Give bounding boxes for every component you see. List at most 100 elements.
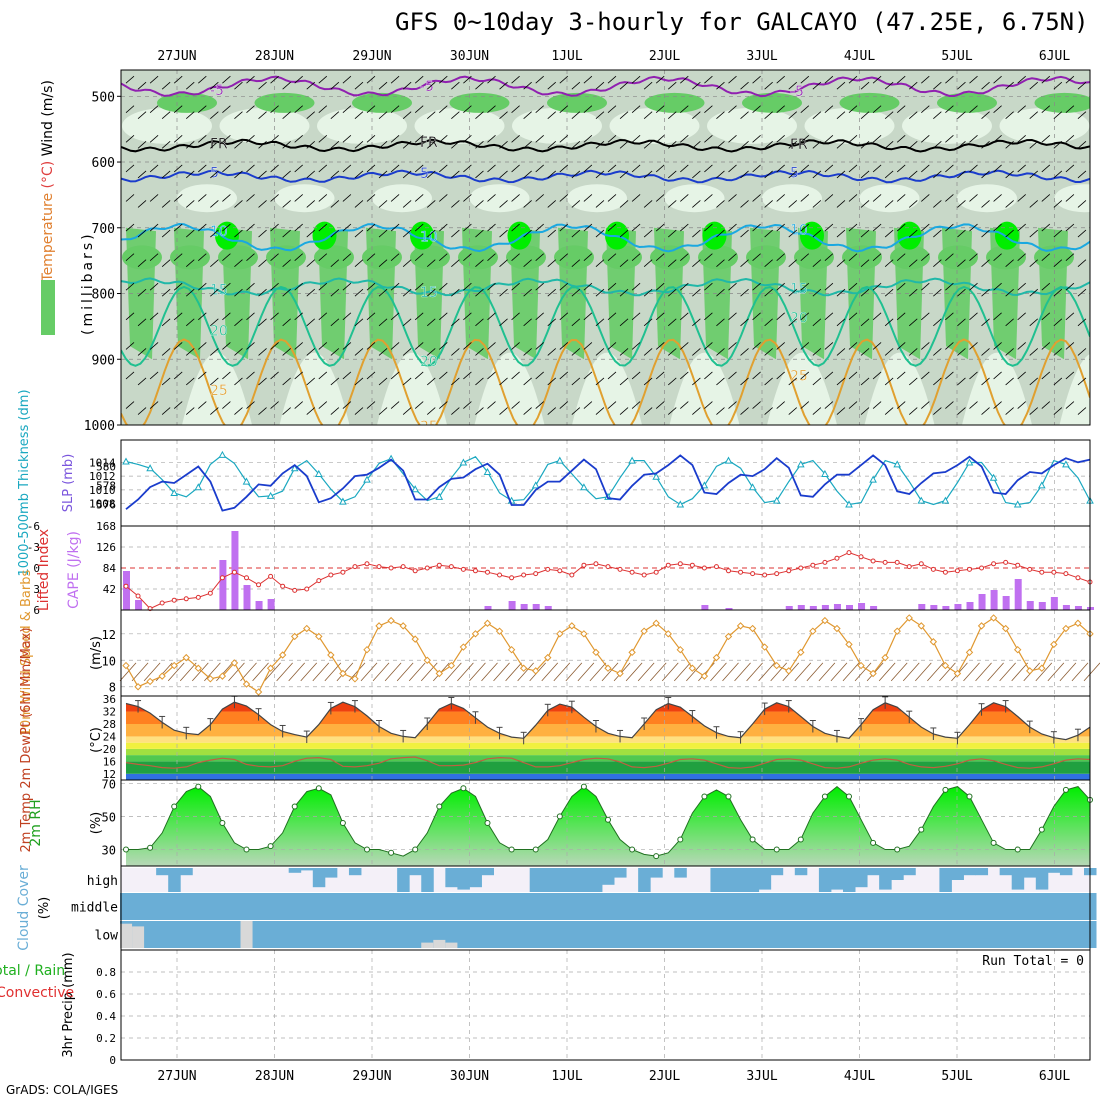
wind-barb [836, 200, 846, 208]
wind-barb [667, 200, 677, 208]
wind-barb [161, 407, 171, 415]
wind-barb [921, 371, 930, 380]
wind-barb [137, 141, 147, 149]
wind-barb [414, 135, 424, 143]
wind-barb [137, 407, 147, 415]
wind-barb [716, 141, 725, 149]
rh-marker [677, 836, 684, 843]
wind-barb [137, 377, 147, 386]
wind-barb [294, 282, 303, 291]
wind-barb-10m [818, 662, 836, 682]
wind-barb [198, 371, 207, 380]
rh-moist-blob [458, 245, 498, 270]
wind-barb [619, 200, 629, 208]
wind-barb [692, 377, 701, 386]
wind-barb [692, 229, 701, 238]
precip-tick: 0.8 [96, 966, 116, 979]
lifted-marker [605, 564, 611, 570]
wind-barb [535, 371, 544, 380]
wind-barb [258, 348, 267, 356]
wind-barb-10m [384, 662, 402, 682]
rh-marker [580, 783, 587, 790]
wind-barb [378, 377, 388, 386]
wind-barb [475, 111, 484, 120]
wind-barb [981, 229, 990, 238]
wind10-marker [845, 640, 853, 649]
wind-barb [1029, 81, 1039, 90]
wind-barb [595, 407, 605, 415]
lifted-tick: 3 [33, 583, 40, 596]
lifted-marker [316, 578, 322, 584]
wind-barb-10m [963, 662, 980, 682]
thickness-marker [1037, 481, 1046, 489]
lifted-marker [545, 566, 551, 572]
bottom-date-label: 3JUL [746, 1069, 777, 1084]
cloud-bar [445, 868, 458, 888]
top-date-label: 2JUL [649, 49, 680, 64]
wind-barb [872, 194, 882, 202]
cloud-bar [939, 868, 952, 892]
wind-barb [1065, 194, 1075, 202]
wind-barb [198, 282, 207, 291]
slp-tick: 1012 [89, 470, 116, 483]
wind-barb [439, 164, 448, 173]
thickness-marker [290, 464, 299, 472]
wind-barb-10m [204, 662, 221, 682]
wind-barb [210, 111, 219, 120]
wind-barb [812, 348, 822, 356]
wind-barb [957, 81, 966, 90]
wind-barb [366, 342, 376, 350]
cloud-bar [1023, 893, 1037, 920]
lifted-marker [726, 568, 731, 574]
rh-area [126, 786, 1090, 866]
wind10-marker [303, 624, 311, 633]
wind-barb [210, 141, 219, 149]
wind-barb [258, 259, 267, 267]
wind-barb [258, 377, 267, 386]
wind-barb [595, 111, 605, 120]
cloud-low-gray [120, 923, 133, 948]
top-date-label: 4JUL [844, 49, 875, 64]
wind-barb [872, 223, 882, 232]
wind-barb [390, 312, 400, 321]
wind-barb [234, 170, 243, 179]
wind-barb [860, 407, 870, 415]
rh-colorbar [41, 280, 55, 335]
wind-barb [836, 81, 846, 90]
cloud-low-bar [589, 921, 603, 948]
wind-barb [884, 288, 894, 297]
wind-barb [848, 312, 858, 321]
lifted-marker [497, 572, 503, 578]
cloud-bar [975, 893, 989, 920]
cloud-bar [830, 868, 844, 890]
wind-barb [306, 288, 316, 297]
wind-barb [270, 194, 279, 202]
wind-barb [884, 407, 894, 415]
wind-barb [716, 200, 725, 208]
rh-dry-patch [609, 107, 700, 144]
rh-marker [532, 846, 539, 853]
wind-barb [487, 105, 496, 114]
wind-barb [957, 348, 966, 356]
cloud-low-bar [987, 921, 1001, 948]
isotherm-label: FR [420, 135, 438, 151]
wind-barb [752, 105, 761, 114]
wind-barb [535, 342, 544, 350]
cloud-bar [192, 893, 205, 920]
rh-dry-patch [177, 184, 237, 213]
cloud-low-bar [565, 921, 579, 948]
wind-barb [487, 253, 496, 261]
wind-barb [921, 135, 930, 143]
wind-barb [981, 259, 990, 267]
wind-barb [222, 223, 231, 232]
pressure-tick-label: 700 [92, 222, 115, 237]
wind-barb [607, 135, 617, 143]
cloud-bar [373, 893, 386, 920]
wind10-marker [544, 653, 552, 662]
cloud-low-bar [409, 921, 422, 948]
cloud-bar [818, 893, 832, 920]
wind-barb [933, 318, 942, 327]
cloud-bar [710, 893, 723, 920]
wind-barb [451, 407, 460, 415]
wind-barb [487, 75, 496, 84]
